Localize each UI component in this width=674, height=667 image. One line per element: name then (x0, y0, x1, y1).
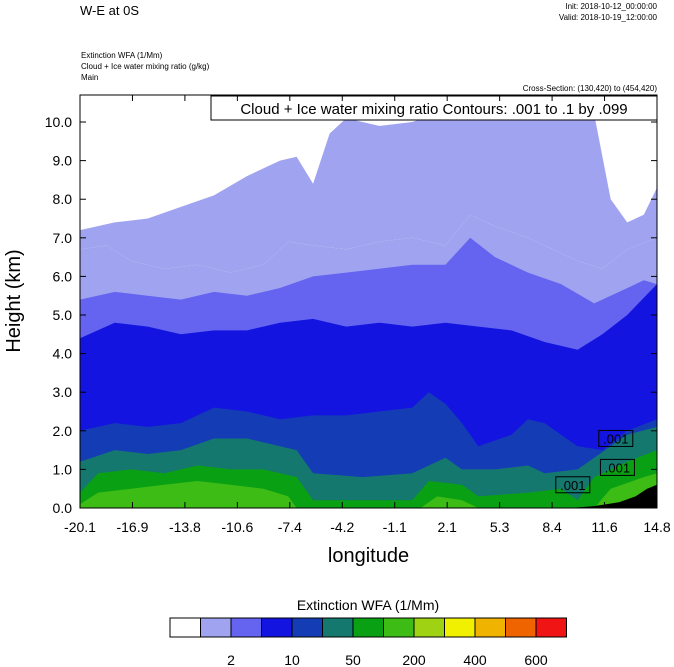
colorbar-swatch (535, 617, 567, 638)
upper-cloud-band (80, 102, 657, 273)
colorbar-label: 600 (524, 652, 548, 667)
colorbar-swatch (413, 617, 445, 638)
contour-label-box (555, 476, 591, 494)
colorbar-swatch (505, 617, 537, 638)
contour-value-label: .001 (560, 478, 585, 493)
colorbar-label: 2 (227, 652, 235, 667)
plot-title: W-E at 0S (80, 3, 140, 18)
contour-label-box (598, 429, 634, 447)
colorbar-swatch (200, 617, 232, 638)
contour-info-box (210, 95, 658, 121)
colorbar-swatch (474, 617, 506, 638)
colorbar-title: Extinction WFA (1/Mm) (297, 597, 439, 613)
x-tick-label: -10.6 (221, 519, 253, 535)
colorbar-label: 200 (402, 652, 426, 667)
colorbar-swatch (261, 617, 293, 638)
y-tick-label: 5.0 (53, 307, 73, 323)
variable-1-label: Extinction WFA (1/Mm) (81, 51, 163, 60)
variable-3-label: Main (81, 73, 99, 82)
y-tick-label: 0.0 (53, 500, 73, 516)
y-tick-label: 4.0 (53, 346, 73, 362)
x-tick-label: 14.8 (643, 519, 670, 535)
colorbar-swatch (322, 617, 354, 638)
contour-value-label: .001 (603, 431, 628, 446)
layer-light-green (80, 473, 657, 508)
x-tick-label: 11.6 (591, 519, 617, 535)
x-tick-label: 5.3 (490, 519, 510, 535)
y-tick-label: 2.0 (53, 423, 73, 439)
colorbar-swatch (352, 617, 384, 638)
cross-section-label: Cross-Section: (130,420) to (454,420) (522, 84, 657, 93)
colorbar-swatch (383, 617, 415, 638)
y-tick-label: 7.0 (53, 230, 73, 246)
y-tick-label: 9.0 (53, 153, 73, 169)
colorbar-swatch (230, 617, 262, 638)
x-tick-label: 8.4 (542, 519, 562, 535)
colorbar-swatch (291, 617, 323, 638)
y-tick-label: 8.0 (53, 191, 73, 207)
colorbar-label: 400 (463, 652, 487, 667)
x-tick-label: -16.9 (116, 519, 148, 535)
x-axis-label: longitude (328, 545, 409, 567)
x-tick-label: -13.8 (169, 519, 201, 535)
plot-frame (79, 94, 658, 509)
variable-2-label: Cloud + Ice water mixing ratio (g/kg) (81, 62, 210, 71)
valid-time: Valid: 2018-10-19_12:00:00 (558, 13, 657, 22)
y-tick-label: 3.0 (53, 384, 73, 400)
y-tick-label: 6.0 (53, 268, 73, 284)
colorbar-label: 10 (284, 652, 300, 667)
y-tick-label: 1.0 (53, 461, 73, 477)
plot-area: .001 .001 .001 (80, 95, 657, 508)
x-tick-label: -7.4 (278, 519, 302, 535)
x-tick-label: -4.2 (330, 519, 354, 535)
colorbar-swatch (444, 617, 476, 638)
contour-value-label: .001 (605, 460, 630, 475)
x-tick-label: -1.1 (383, 519, 407, 535)
contour-info-text: Cloud + Ice water mixing ratio Contours:… (240, 101, 627, 118)
terrain (569, 484, 657, 508)
colorbar-swatch (169, 617, 201, 638)
colorbar-label: 50 (345, 652, 361, 667)
y-axis-label: Height (km) (3, 249, 25, 352)
x-tick-label: 2.1 (437, 519, 457, 535)
x-tick-label: -20.1 (64, 519, 96, 535)
contour-label-box (599, 458, 635, 476)
init-time: Init: 2018-10-12_00:00:00 (565, 2, 657, 11)
y-tick-label: 10.0 (45, 114, 72, 130)
